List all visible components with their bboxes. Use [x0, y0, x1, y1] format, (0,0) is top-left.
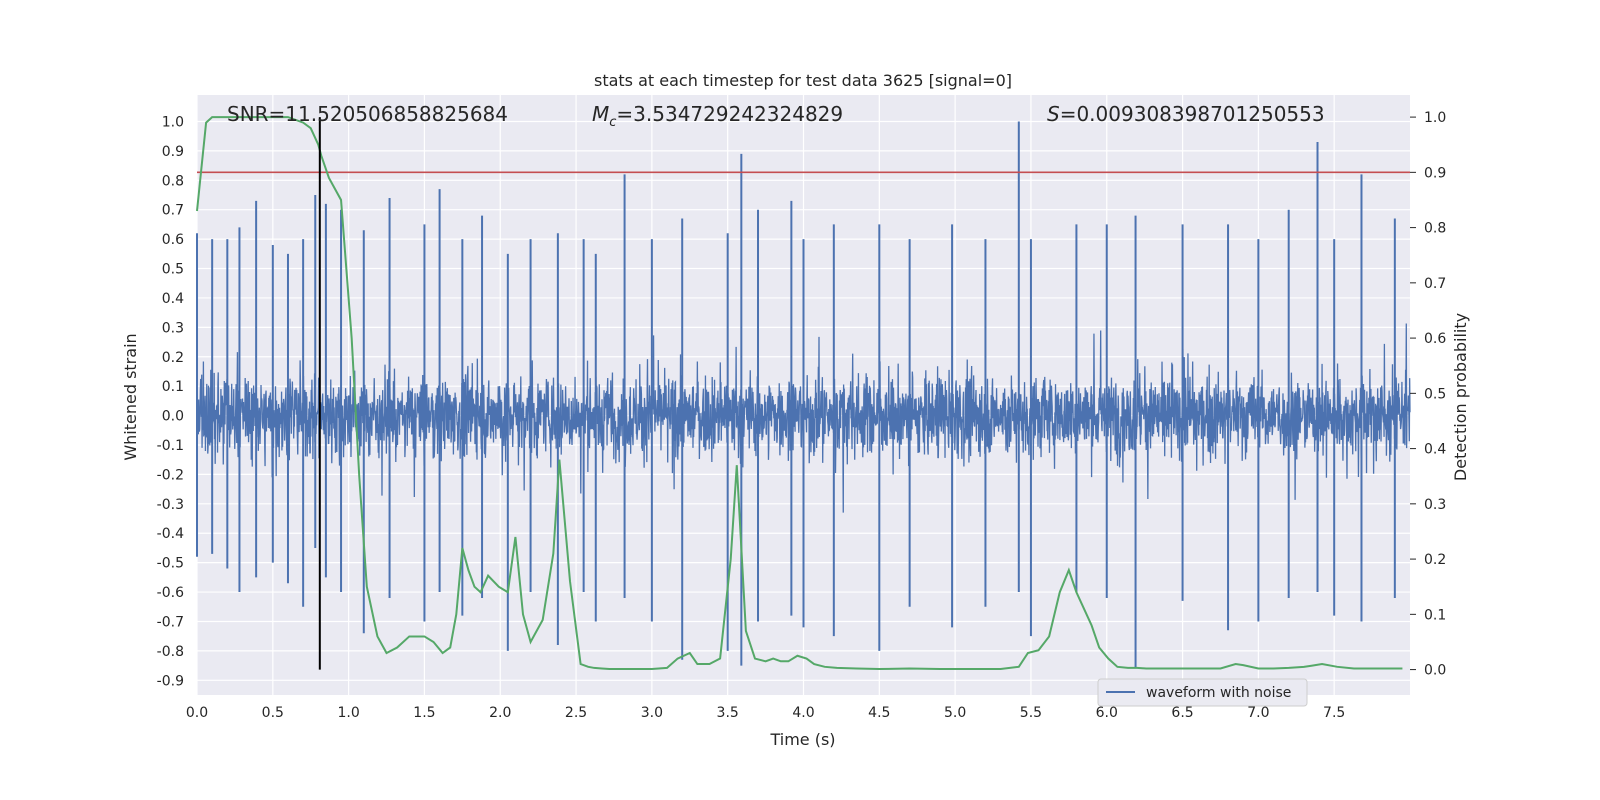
- x-tick-label: 6.5: [1171, 705, 1193, 721]
- y-tick-label: 0.6: [162, 232, 184, 248]
- s-symbol: S: [1047, 102, 1060, 126]
- x-tick-label: 4.5: [868, 705, 890, 721]
- y-tick-label: -0.6: [157, 585, 184, 601]
- y2-tick-label: 0.8: [1424, 221, 1446, 237]
- x-tick-label: 0.0: [186, 705, 208, 721]
- x-tick-label: 2.5: [565, 705, 587, 721]
- y2-axis-label: Detection probability: [1451, 313, 1470, 481]
- y2-tick-label: 0.3: [1424, 497, 1446, 513]
- detection-probability-line: [196, 116, 1403, 671]
- y-tick-label: -0.4: [157, 526, 184, 542]
- y2-tick-label: 0.9: [1424, 165, 1446, 181]
- mc-symbol: M: [592, 102, 609, 126]
- y-tick-label: -0.7: [157, 614, 184, 630]
- y2-tick-label: 0.7: [1424, 276, 1446, 292]
- legend: waveform with noise: [1097, 678, 1308, 707]
- y-tick-label: 0.2: [162, 350, 184, 366]
- y2-tick-label: 0.1: [1424, 607, 1446, 623]
- x-tick-label: 1.0: [337, 705, 359, 721]
- y-tick-label: -0.5: [157, 556, 184, 572]
- y2-tick-label: 0.5: [1424, 386, 1446, 402]
- y-tick-label: 0.7: [162, 203, 184, 219]
- chirp-mass-annotation: Mc=3.534729242324829: [592, 102, 843, 130]
- y-tick-label: 0.8: [162, 173, 184, 189]
- y-tick-label: -0.9: [157, 673, 184, 689]
- y-tick-label: 1.0: [162, 114, 184, 130]
- x-tick-label: 3.5: [717, 705, 739, 721]
- x-tick-label: 0.5: [262, 705, 284, 721]
- y2-tick-label: 0.4: [1424, 442, 1446, 458]
- x-tick-label: 7.0: [1247, 705, 1269, 721]
- y-tick-label: 0.0: [162, 409, 184, 425]
- x-tick-label: 7.5: [1323, 705, 1345, 721]
- y-tick-label: 0.3: [162, 320, 184, 336]
- y-tick-label: 0.9: [162, 144, 184, 160]
- x-tick-label: 2.0: [489, 705, 511, 721]
- waveform-series: [196, 121, 1411, 669]
- mc-subscript: c: [609, 115, 616, 130]
- x-tick-label: 5.0: [944, 705, 966, 721]
- y2-tick-label: 1.0: [1424, 110, 1446, 126]
- y-tick-label: -0.3: [157, 497, 184, 513]
- x-tick-label: 6.0: [1096, 705, 1118, 721]
- y-tick-label: 0.1: [162, 379, 184, 395]
- x-tick-label: 3.0: [641, 705, 663, 721]
- y-tick-label: 0.5: [162, 262, 184, 278]
- x-axis-label: Time (s): [769, 730, 835, 749]
- y-tick-label: -0.2: [157, 467, 184, 483]
- y2-tick-label: 0.6: [1424, 331, 1446, 347]
- x-tick-label: 5.5: [1020, 705, 1042, 721]
- snr-annotation: SNR=11.520506858825684: [227, 102, 508, 126]
- x-tick-label: 1.5: [413, 705, 435, 721]
- y-tick-label: 0.4: [162, 291, 184, 307]
- y-axis-label: Whitened strain: [121, 333, 140, 460]
- axes: 0.0 0.5 1.0 1.5 2.0 2.5 3.0 3.5 4.0 4.5 5.0 5.5 6.0 6…: [157, 110, 1447, 721]
- overlay: [196, 116, 1410, 671]
- chart-title: stats at each timestep for test data 362…: [594, 71, 1012, 90]
- legend-box: [1097, 678, 1308, 707]
- y2-tick-label: 0.2: [1424, 552, 1446, 568]
- mc-value: =3.534729242324829: [616, 102, 843, 126]
- y-tick-label: -0.1: [157, 438, 184, 454]
- x-tick-label: 4.0: [792, 705, 814, 721]
- s-value: =0.009308398701250553: [1060, 102, 1325, 126]
- y2-tick-label: 0.0: [1424, 663, 1446, 679]
- y-tick-label: -0.8: [157, 644, 184, 660]
- legend-label: waveform with noise: [1146, 685, 1291, 701]
- statistic-annotation: S=0.009308398701250553: [1047, 102, 1325, 126]
